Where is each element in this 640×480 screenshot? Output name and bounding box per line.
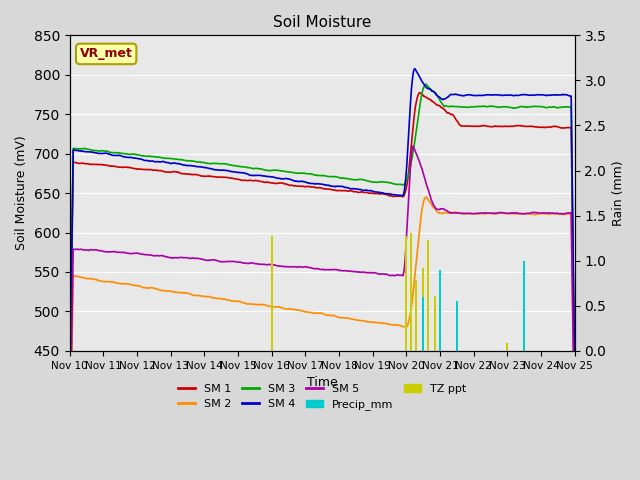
SM 3: [270, 167, 278, 173]
SM 5: [117, 250, 125, 255]
SM 1: [571, 395, 579, 400]
SM 4: [571, 378, 579, 384]
SM 1: [469, 123, 477, 129]
SM 3: [460, 104, 468, 110]
Line: SM 3: SM 3: [70, 84, 575, 408]
SM 2: [66, 473, 74, 479]
Bar: [439, 270, 441, 351]
SM 4: [288, 177, 296, 183]
SM 1: [66, 412, 74, 418]
SM 4: [460, 93, 468, 98]
Legend: SM 1, SM 2, SM 3, SM 4, SM 5, Precip_mm, TZ ppt: SM 1, SM 2, SM 3, SM 4, SM 5, Precip_mm,…: [174, 379, 470, 415]
X-axis label: Time: Time: [307, 376, 337, 389]
SM 3: [66, 406, 74, 411]
Line: SM 1: SM 1: [70, 93, 575, 415]
Title: Soil Moisture: Soil Moisture: [273, 15, 371, 30]
Text: VR_met: VR_met: [80, 48, 132, 60]
SM 5: [409, 144, 417, 149]
SM 2: [460, 211, 468, 217]
SM 1: [415, 90, 423, 96]
SM 2: [270, 304, 278, 310]
SM 5: [66, 459, 74, 465]
Line: SM 5: SM 5: [70, 146, 575, 462]
Bar: [434, 296, 436, 351]
SM 5: [460, 210, 468, 216]
SM 1: [413, 98, 420, 104]
SM 5: [270, 262, 278, 268]
SM 2: [422, 194, 429, 200]
Bar: [405, 237, 408, 351]
Bar: [422, 297, 424, 351]
Bar: [428, 240, 429, 351]
SM 3: [413, 127, 420, 133]
SM 3: [571, 384, 579, 390]
Bar: [422, 268, 424, 351]
SM 3: [288, 169, 296, 175]
Bar: [524, 261, 525, 351]
SM 3: [469, 104, 477, 110]
SM 1: [270, 180, 278, 186]
SM 5: [571, 440, 579, 446]
Y-axis label: Soil Moisture (mV): Soil Moisture (mV): [15, 136, 28, 251]
SM 1: [460, 123, 468, 129]
Bar: [410, 232, 412, 351]
Line: SM 2: SM 2: [70, 197, 575, 476]
SM 2: [117, 281, 125, 287]
SM 4: [66, 407, 74, 412]
Bar: [506, 343, 508, 351]
SM 5: [469, 211, 477, 216]
Line: SM 4: SM 4: [70, 69, 575, 409]
SM 3: [422, 81, 430, 87]
SM 5: [413, 153, 421, 158]
SM 2: [469, 211, 477, 216]
SM 2: [288, 307, 296, 312]
SM 2: [571, 441, 579, 446]
SM 4: [117, 153, 125, 159]
SM 5: [288, 264, 296, 270]
SM 3: [117, 150, 125, 156]
Bar: [456, 301, 458, 351]
SM 4: [270, 174, 278, 180]
SM 1: [117, 164, 125, 170]
SM 4: [413, 69, 421, 75]
SM 4: [469, 93, 477, 98]
SM 4: [411, 66, 419, 72]
SM 1: [288, 182, 296, 188]
Bar: [271, 237, 273, 351]
SM 2: [413, 257, 420, 263]
Bar: [415, 280, 417, 351]
Y-axis label: Rain (mm): Rain (mm): [612, 160, 625, 226]
